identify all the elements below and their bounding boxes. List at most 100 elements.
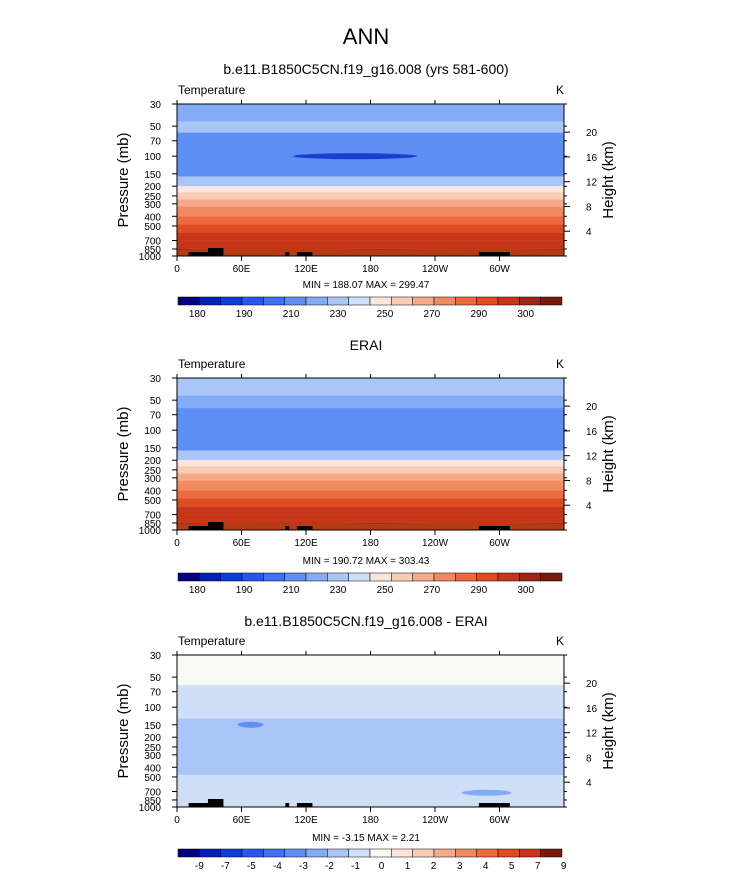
pressure-tick-label: 1000 (139, 252, 162, 263)
colorbar-segment (327, 848, 349, 858)
y-axis-title: Pressure (mb) (115, 132, 132, 227)
colorbar: 180 190 210 230 250 270 290 300 (177, 296, 563, 320)
pressure-tick-label: 300 (144, 751, 161, 762)
pressure-tick-label: 100 (144, 703, 161, 714)
colorbar-label: -3 (299, 861, 308, 872)
colorbar-segment (348, 848, 371, 858)
longitude-tick-label: 0 (174, 815, 180, 826)
colorbar-label: 210 (283, 309, 300, 320)
colorbar-segment (220, 572, 243, 582)
longitude-axis: 0 60E 120E 180 120W 60W (174, 651, 510, 826)
colorbar-label: -7 (221, 861, 230, 872)
pressure-tick-label: 1000 (139, 803, 162, 814)
colorbar-label: 210 (283, 585, 300, 596)
topography-mask (478, 803, 510, 807)
contour-band (177, 460, 564, 467)
pressure-tick-label: 30 (150, 374, 162, 385)
topography-mask (207, 522, 224, 530)
contour-band (177, 506, 564, 515)
topography-mask (207, 799, 224, 807)
topography-mask (188, 803, 212, 807)
contour-band (177, 216, 564, 225)
colorbar-segment (241, 296, 264, 306)
colorbar-label: 9 (561, 861, 567, 872)
contour-band (177, 378, 564, 396)
height-tick-label: 8 (586, 753, 592, 764)
colorbar-segment (476, 848, 499, 858)
y-axis-title: Pressure (mb) (115, 683, 132, 778)
colorbar-label: 230 (330, 585, 347, 596)
surface-warm-region (177, 522, 564, 530)
pressure-tick-label: 700 (144, 237, 161, 248)
height-tick-label: 8 (586, 202, 592, 213)
longitude-axis: 0 60E 120E 180 120W 60W (174, 374, 510, 549)
contour-band (177, 466, 564, 474)
difference-region (237, 721, 264, 728)
panel-title: b.e11.B1850C5CN.f19_g16.008 - ERAI (244, 613, 487, 629)
topography-mask (188, 252, 212, 256)
colorbar-segment (199, 296, 221, 306)
contour-features (177, 153, 564, 256)
colorbar-segment (455, 572, 477, 582)
longitude-axis: 0 60E 120E 180 120W 60W (174, 100, 510, 275)
height-tick-label: 4 (586, 778, 592, 789)
colorbar-segment (476, 296, 499, 306)
colorbar-segment (263, 848, 285, 858)
colorbar-segment (519, 296, 541, 306)
pressure-tick-label: 300 (144, 474, 161, 485)
height-tick-label: 12 (586, 178, 598, 189)
pressure-tick-label: 150 (144, 170, 161, 181)
pressure-tick-label: 50 (150, 396, 162, 407)
contour-band (177, 232, 564, 241)
right-unit-label: K (556, 634, 564, 648)
colorbar-segment (540, 572, 563, 582)
colorbar-segment (177, 572, 200, 582)
difference-region (461, 789, 512, 796)
contour-band (177, 514, 564, 523)
colorbar-segment (199, 848, 221, 858)
panel-erai: ERAI Temperature K 305070100150200250300… (115, 337, 617, 596)
contour-band (177, 121, 564, 133)
contour-band (177, 498, 564, 507)
colorbar-label: 180 (189, 585, 206, 596)
contour-band (177, 395, 564, 409)
left-field-label: Temperature (178, 83, 246, 97)
panel-title: ERAI (350, 337, 383, 353)
colorbar-segment (412, 296, 435, 306)
colorbar-label: 270 (424, 309, 441, 320)
contour-bands (177, 104, 564, 256)
height-tick-label: 20 (586, 679, 598, 690)
colorbar-segment (263, 296, 285, 306)
colorbar-label: 300 (517, 585, 534, 596)
longitude-tick-label: 180 (362, 264, 379, 275)
colorbar: 180 190 210 230 250 270 290 300 (177, 572, 563, 596)
pressure-tick-label: 850 (144, 519, 161, 530)
colorbar-segment (369, 848, 392, 858)
pressure-tick-label: 200 (144, 182, 161, 193)
right-unit-label: K (556, 357, 564, 371)
longitude-tick-label: 120W (422, 538, 449, 549)
contour-band (177, 490, 564, 499)
colorbar-segment (497, 848, 520, 858)
min-max-label: MIN = -3.15 MAX = 2.21 (312, 833, 420, 844)
colorbar-label: 190 (236, 585, 253, 596)
longitude-tick-label: 120W (422, 815, 449, 826)
colorbar-segment (391, 848, 413, 858)
pressure-tick-label: 150 (144, 721, 161, 732)
longitude-tick-label: 60E (233, 815, 251, 826)
longitude-tick-label: 60E (233, 538, 251, 549)
longitude-tick-label: 0 (174, 264, 180, 275)
contour-band (177, 206, 564, 217)
colorbar-label: 190 (236, 309, 253, 320)
colorbar-segment (412, 572, 435, 582)
pressure-tick-label: 700 (144, 511, 161, 522)
contour-band (177, 473, 564, 481)
colorbar-segment (497, 572, 520, 582)
contour-band (177, 408, 564, 451)
colorbar-segment (369, 572, 392, 582)
contour-band (177, 240, 564, 249)
difference-region (177, 801, 564, 806)
colorbar-segment (476, 572, 499, 582)
colorbar-label: 3 (457, 861, 463, 872)
pressure-tick-label: 850 (144, 796, 161, 807)
